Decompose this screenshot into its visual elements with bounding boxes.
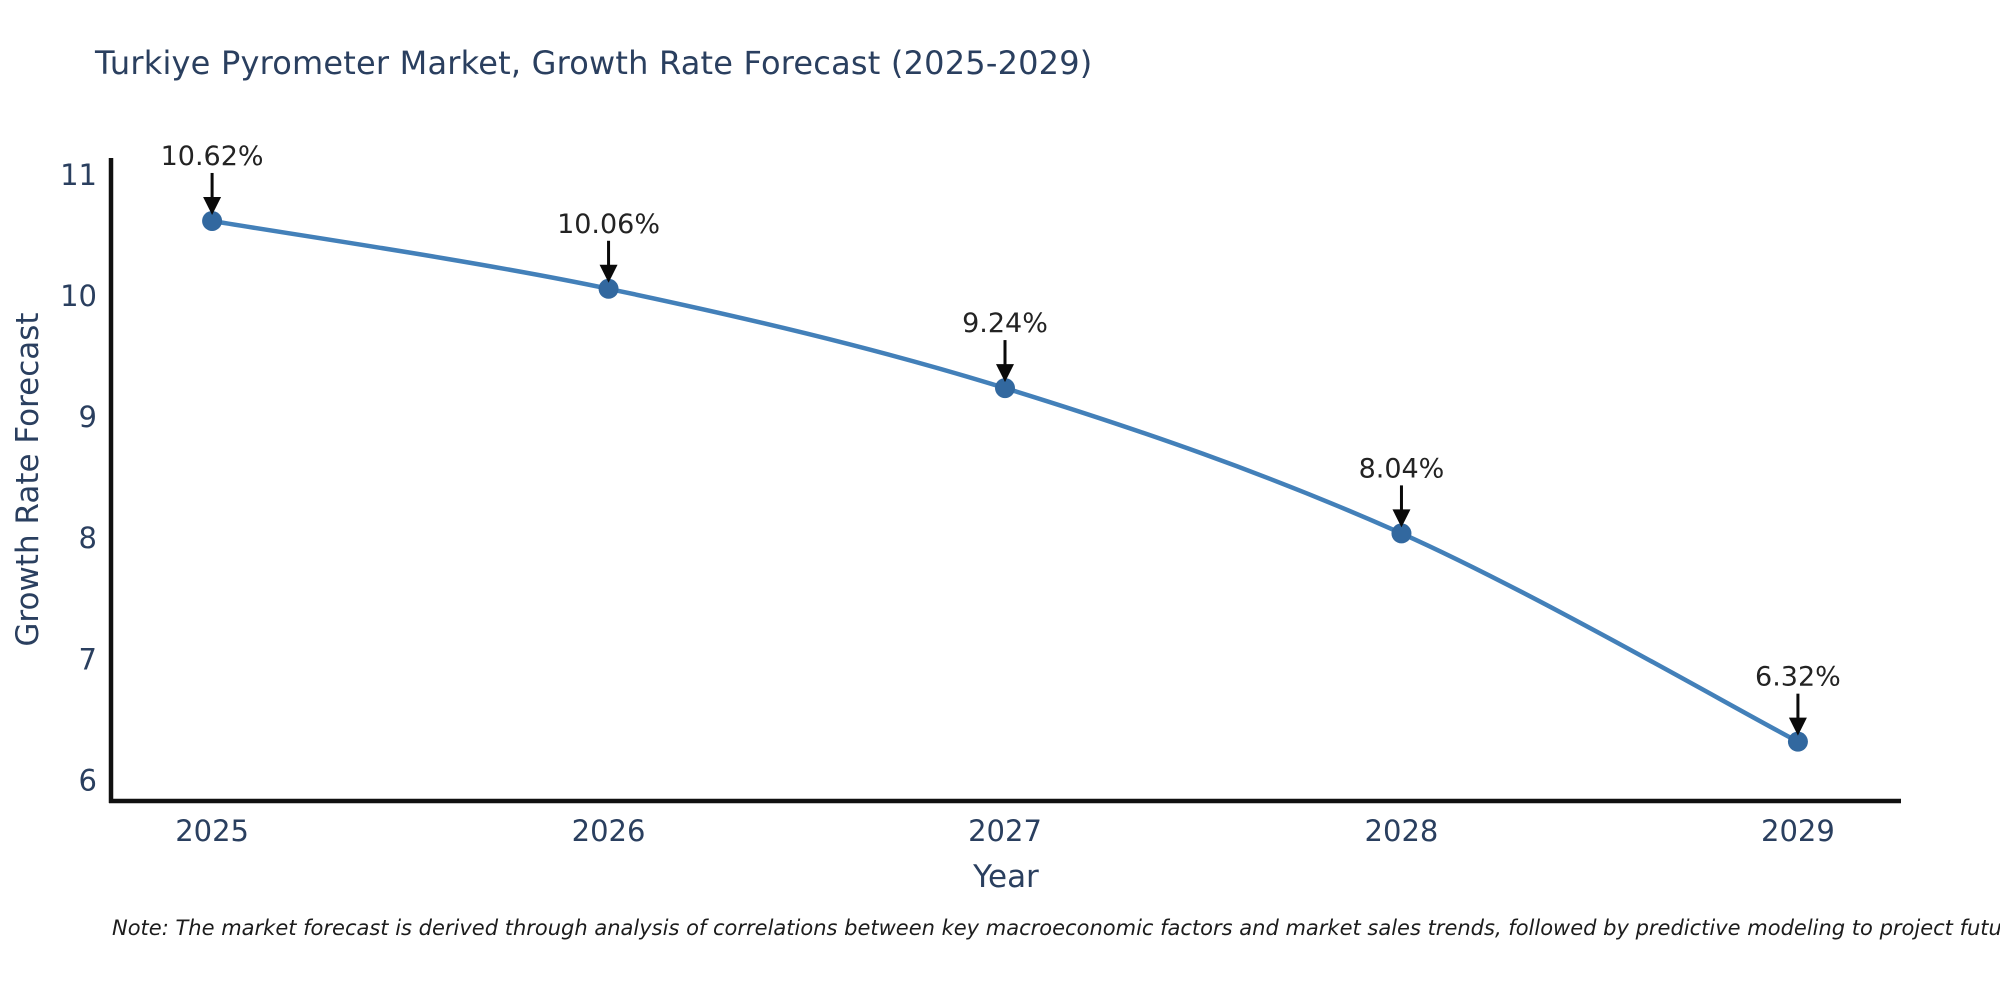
chart-title: Turkiye Pyrometer Market, Growth Rate Fo… [95,44,1093,82]
y-tick-label: 11 [60,158,97,192]
data-point-marker [1391,523,1412,544]
annotation-arrowhead-icon [1788,717,1807,736]
footnote: Note: The market forecast is derived thr… [112,916,2000,940]
y-axis-title: Growth Rate Forecast [10,312,46,646]
y-tick-label: 6 [79,763,97,797]
annotation-arrowhead-icon [996,364,1015,383]
annotation-label: 9.24% [962,308,1048,339]
series-line [209,218,1801,744]
x-tick-label: 2026 [572,814,646,848]
x-tick-label: 2027 [968,814,1042,848]
x-tick-label: 2029 [1761,814,1835,848]
y-tick-label: 8 [79,521,97,555]
annotation-label: 6.32% [1755,662,1841,693]
y-tick-label: 9 [79,400,97,434]
data-point-marker [1787,731,1808,752]
annotation-label: 8.04% [1359,453,1445,484]
data-point-marker [995,378,1016,399]
x-tick-label: 2025 [175,814,249,848]
y-tick-label: 10 [60,279,97,313]
annotation-arrowhead-icon [1392,509,1411,528]
data-point-marker [598,278,619,299]
annotation-arrowhead-icon [599,264,618,283]
y-tick-label: 7 [79,642,97,676]
annotation-label: 10.62% [161,141,264,172]
annotation-label: 10.06% [557,209,660,240]
x-tick-label: 2028 [1365,814,1439,848]
x-axis-title: Year [972,859,1039,895]
annotation-arrowhead-icon [203,196,222,215]
data-point-marker [202,210,223,231]
